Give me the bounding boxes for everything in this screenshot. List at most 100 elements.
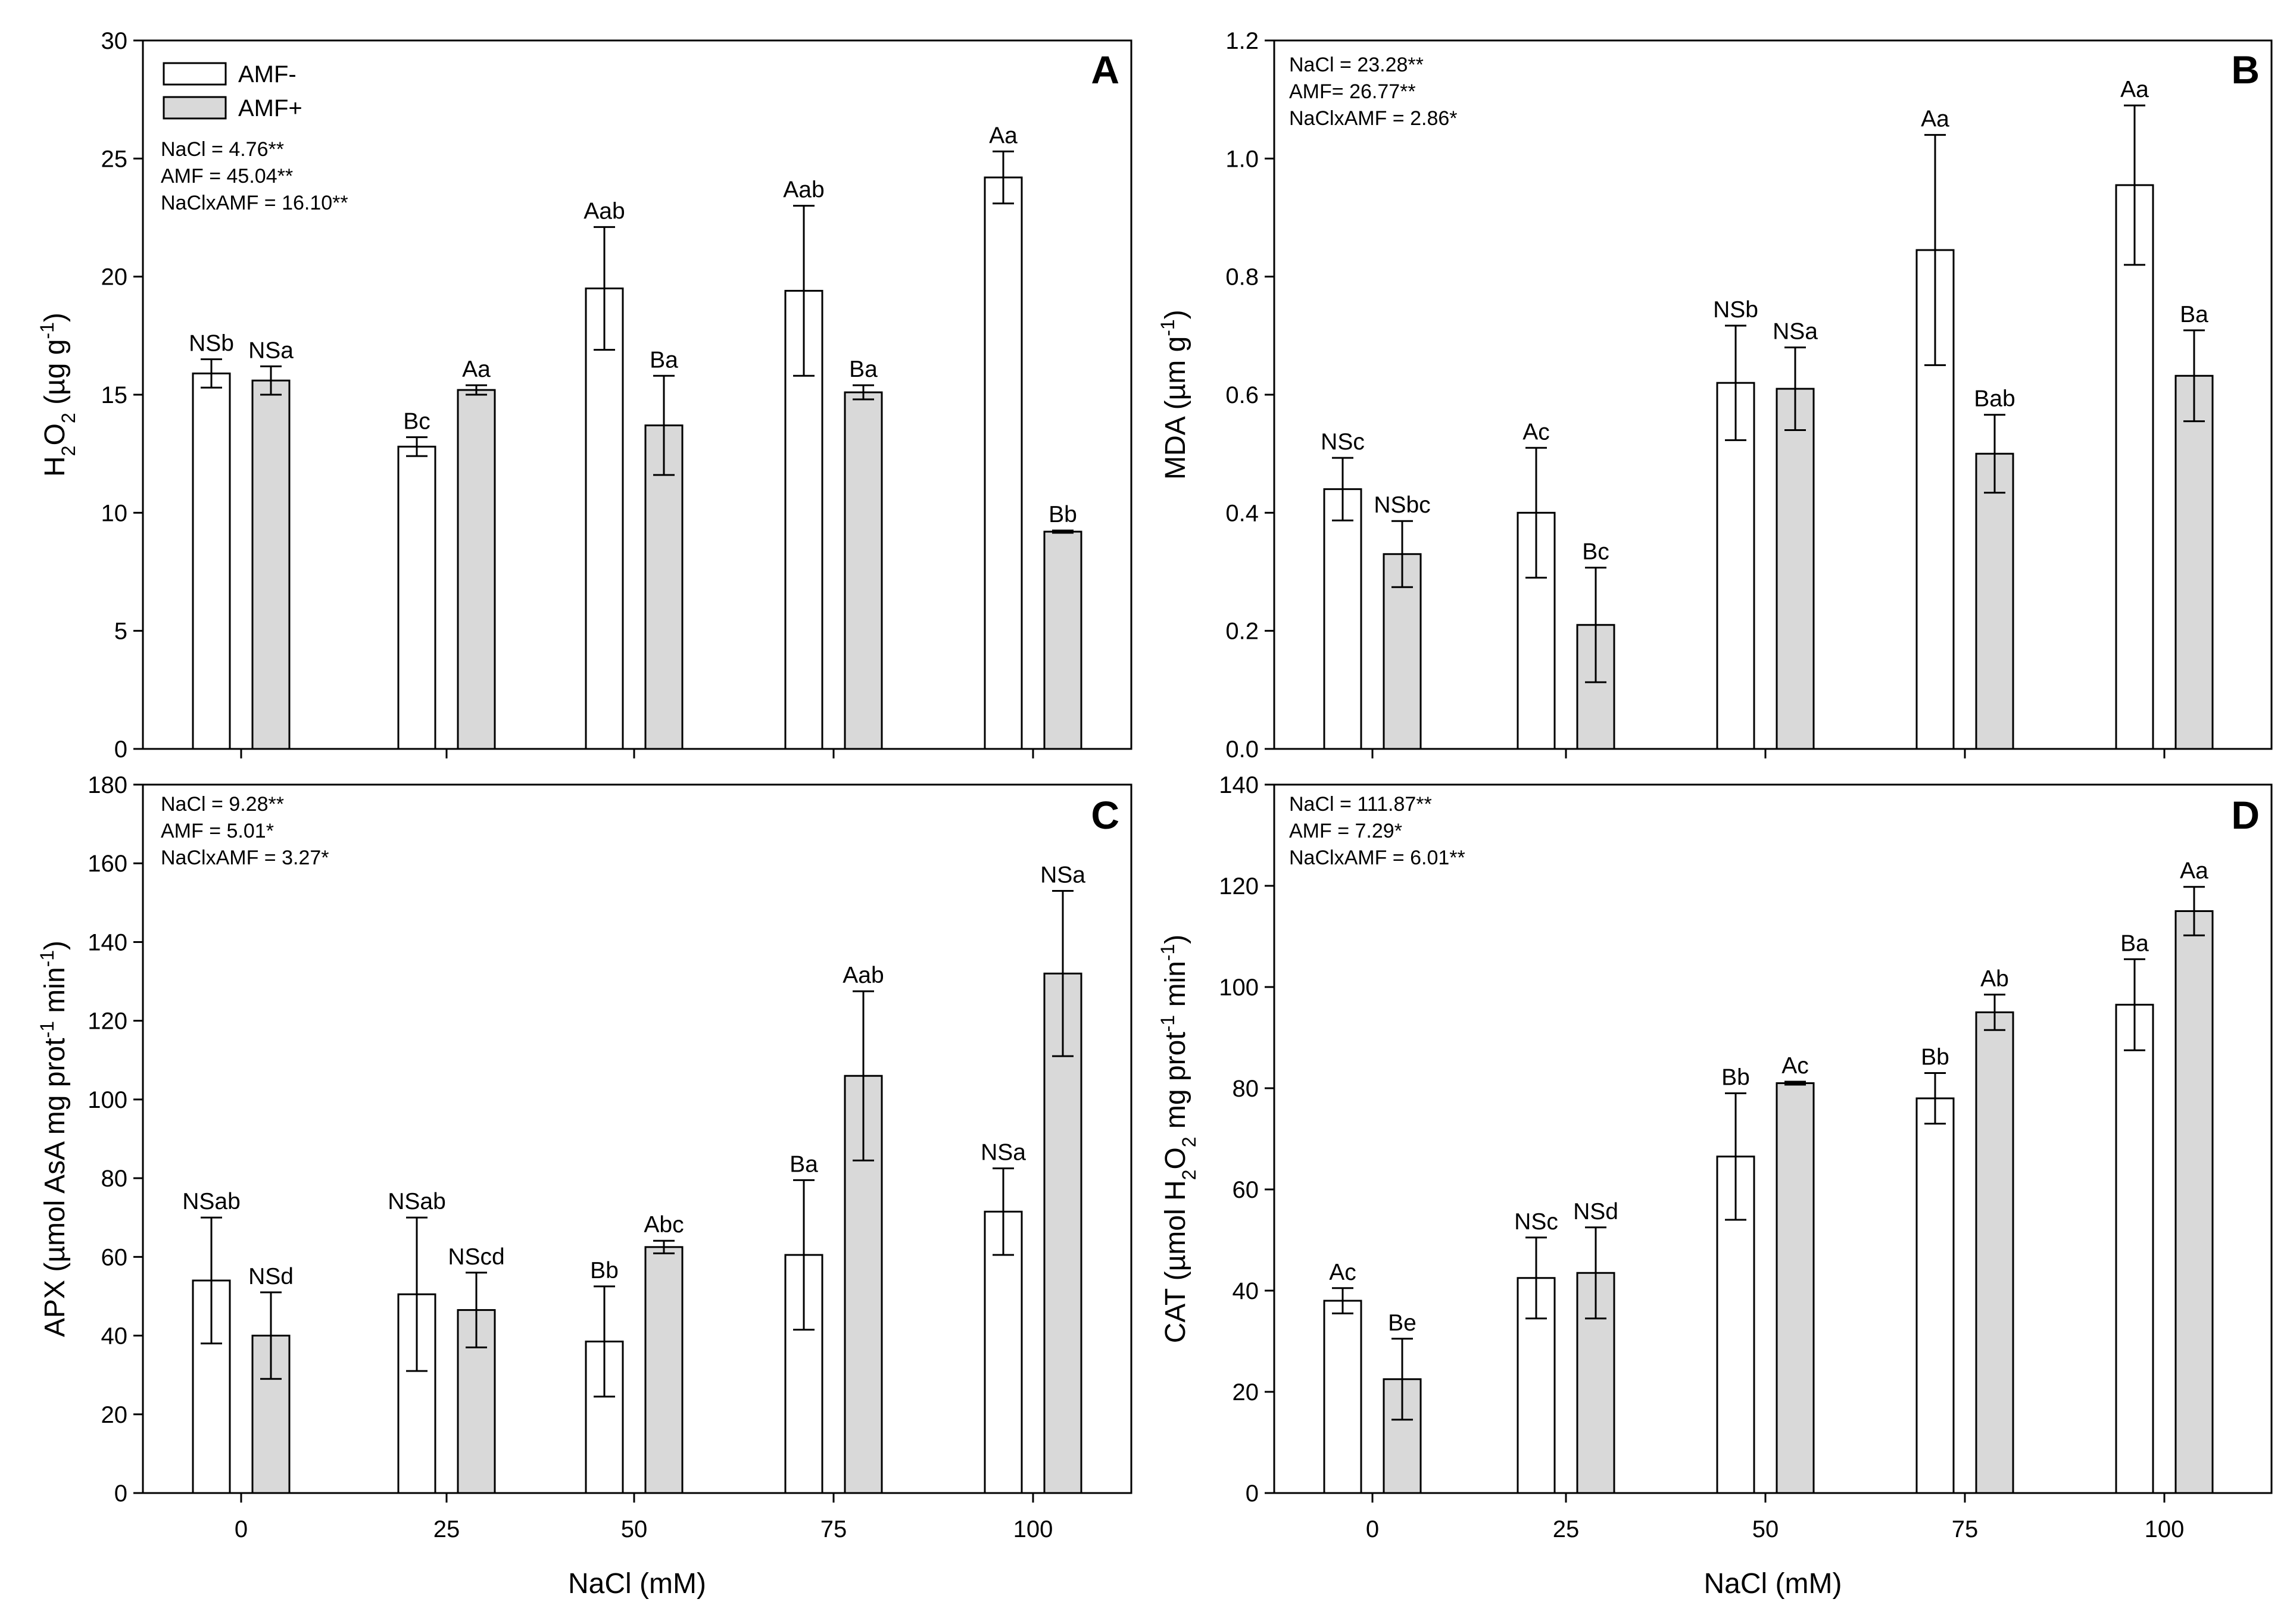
panel-b-bar-letter-label: Ac bbox=[1522, 419, 1550, 445]
panel-d-ylabel-part: mg prot bbox=[1160, 1032, 1191, 1136]
panel-a-ylabel-part: (µg g bbox=[39, 339, 71, 413]
panel-a-bar-amf-minus bbox=[585, 288, 624, 750]
panel-d-xtick-label: 75 bbox=[1952, 1516, 1979, 1542]
panel-b-stat-line: AMF= 26.77** bbox=[1289, 80, 1416, 103]
panel-c-xtick-label: 100 bbox=[1013, 1516, 1053, 1542]
panel-b-bar-letter-label: Bab bbox=[1974, 386, 2015, 412]
panel-a-bar-letter-label: NSa bbox=[248, 338, 294, 363]
panel-a-bar-amf-plus bbox=[844, 391, 883, 750]
panel-c-ytick-label: 40 bbox=[101, 1323, 128, 1350]
panel-a-bar-amf-minus bbox=[192, 372, 231, 750]
panel-c-ytick-label: 100 bbox=[88, 1087, 127, 1113]
panel-d-bar-amf-plus bbox=[2174, 910, 2214, 1494]
panel-b-bar-letter-label: Ba bbox=[2180, 302, 2208, 327]
panel-c-ylabel: APX (µmol AsA mg prot-1 min-1) bbox=[36, 941, 71, 1337]
panel-d-bar-letter-label: Aa bbox=[2180, 858, 2208, 884]
panel-a-bar-letter-label: Aa bbox=[989, 123, 1018, 148]
panel-b-ylabel-part: ) bbox=[1160, 310, 1191, 319]
panel-c-bar-amf-minus bbox=[984, 1210, 1023, 1494]
panel-a-bar-letter-label: NSb bbox=[189, 331, 234, 357]
panel-d-ylabel-part: -1 bbox=[1157, 944, 1178, 961]
panel-b-bar-letter-label: NSb bbox=[1713, 297, 1758, 323]
panel-d-ylabel-part: 2 bbox=[1178, 1136, 1200, 1147]
panel-c-stat-line: NaCl = 9.28** bbox=[161, 793, 284, 816]
panel-c-letter: C bbox=[1091, 793, 1119, 837]
panel-c-ylabel-part: ) bbox=[39, 941, 71, 950]
panel-c-ylabel-part: -1 bbox=[36, 950, 58, 967]
panel-d: 0 20 40 60 80 100 120 140 0 Ac Be 25 NSc NSd 50 Bb Ac 75 B… bbox=[1157, 772, 2273, 1600]
panel-d-stat-line: NaClxAMF = 6.01** bbox=[1289, 847, 1465, 869]
panel-c-bar-letter-label: Abc bbox=[644, 1212, 684, 1238]
panel-a-ylabel-part: ) bbox=[39, 313, 71, 322]
panel-a-stat-line: AMF = 45.04** bbox=[161, 165, 293, 188]
panel-d-bar-amf-minus bbox=[2115, 1004, 2154, 1494]
panel-c-xtick-label: 0 bbox=[235, 1516, 248, 1542]
panel-d-bar-letter-label: Ac bbox=[1781, 1053, 1809, 1079]
panel-b-ytick-label: 0.0 bbox=[1225, 736, 1259, 763]
panel-a-bar-amf-plus bbox=[1043, 530, 1082, 750]
panel-d-bar-amf-plus bbox=[1975, 1011, 2014, 1494]
panel-d-ylabel-part: -1 bbox=[1157, 1015, 1178, 1032]
panel-d-bar-amf-minus bbox=[1915, 1097, 1955, 1494]
panel-a-bar-amf-plus bbox=[457, 389, 496, 750]
panel-c-ytick-label: 80 bbox=[101, 1166, 128, 1192]
panel-a-ylabel-part: O bbox=[39, 423, 71, 445]
panel-a-ylabel: H2O2 (µg g-1) bbox=[36, 313, 79, 477]
panel-d-xtick-label: 50 bbox=[1752, 1516, 1779, 1542]
panel-d-frame bbox=[1273, 783, 2273, 1494]
panel-b-bar-amf-plus bbox=[1975, 452, 2014, 750]
panel-d-xtick-label: 0 bbox=[1366, 1516, 1379, 1542]
panel-c-ytick-label: 180 bbox=[88, 772, 127, 798]
panel-b-bar-letter-label: NSa bbox=[1773, 319, 1818, 345]
panel-d-ylabel: CAT (µmol H2O2 mg prot-1 min-1) bbox=[1157, 935, 1200, 1343]
panel-c-xtick-label: 50 bbox=[621, 1516, 648, 1542]
panel-a-bar-letter-label: Aab bbox=[783, 177, 824, 203]
panel-d-ylabel-part: CAT (µmol H bbox=[1160, 1180, 1191, 1343]
panel-d-ytick-label: 120 bbox=[1219, 873, 1259, 900]
panel-b-bar-amf-minus bbox=[1716, 382, 1755, 750]
panel-d-xtick-label: 100 bbox=[2145, 1516, 2185, 1542]
panel-c: 0 20 40 60 80 100 120 140 160 180 0 NSab NSd 25 NSab NS… bbox=[36, 772, 1132, 1600]
panel-b-bar-letter-label: Aa bbox=[2120, 77, 2149, 102]
panel-b: 0.0 0.2 0.4 0.6 0.8 1.0 1.2 NSc NSbc Ac Bc NSb NSa Aa… bbox=[1157, 28, 2273, 763]
panel-b-stat-line: NaClxAMF = 2.86* bbox=[1289, 107, 1458, 130]
panel-d-stat-line: NaCl = 111.87** bbox=[1289, 793, 1432, 816]
panel-b-bar-amf-minus bbox=[1323, 488, 1362, 750]
panel-d-letter: D bbox=[2231, 793, 2260, 837]
panel-a-letter: A bbox=[1091, 48, 1119, 92]
panel-d-xlabel: NaCl (mM) bbox=[1704, 1568, 1842, 1600]
panel-c-bar-amf-plus bbox=[1043, 972, 1082, 1494]
legend-swatch-amf-minus bbox=[163, 62, 227, 86]
panel-a-bar-amf-plus bbox=[251, 379, 291, 750]
panel-b-bar-letter-label: NSc bbox=[1321, 429, 1365, 455]
panel-b-bar-letter-label: Aa bbox=[1921, 107, 1949, 132]
panel-d-bar-amf-plus bbox=[1776, 1082, 1815, 1494]
panel-d-bar-letter-label: Ba bbox=[2120, 930, 2149, 956]
panel-a-ytick-label: 20 bbox=[101, 264, 128, 291]
legend-label-amf-plus: AMF+ bbox=[238, 95, 302, 121]
panel-b-ylabel-part: -1 bbox=[1157, 319, 1178, 336]
panel-c-bar-letter-label: NSab bbox=[182, 1189, 241, 1214]
panel-c-stat-line: AMF = 5.01* bbox=[161, 820, 274, 842]
panel-c-bar-letter-label: Aab bbox=[843, 963, 884, 988]
panel-b-bar-letter-label: NSbc bbox=[1374, 492, 1430, 518]
panel-c-bar-amf-plus bbox=[644, 1246, 684, 1494]
panel-d-ytick-label: 0 bbox=[1246, 1481, 1259, 1507]
panel-a-stat-line: NaCl = 4.76** bbox=[161, 138, 284, 161]
panel-d-bar-letter-label: Bb bbox=[1921, 1045, 1949, 1070]
panel-c-bar-letter-label: NSa bbox=[1040, 863, 1085, 888]
panel-b-ylabel-part: MDA (µm g bbox=[1160, 336, 1191, 480]
panel-a-ytick-label: 15 bbox=[101, 382, 128, 408]
panel-a-ylabel-part: H bbox=[39, 456, 71, 477]
panel-a-bar-amf-minus bbox=[984, 176, 1023, 750]
panel-a-ytick-label: 25 bbox=[101, 146, 128, 172]
panel-a-ylabel-part: 2 bbox=[58, 413, 79, 423]
panel-d-bar-letter-label: Ab bbox=[1980, 966, 2009, 992]
panel-b-ytick-label: 1.2 bbox=[1225, 28, 1259, 54]
panel-c-ylabel-part: APX (µmol AsA mg prot bbox=[39, 1038, 71, 1338]
legend-swatch-amf-plus bbox=[163, 96, 227, 120]
panel-b-ytick-label: 0.4 bbox=[1225, 500, 1259, 526]
panel-c-xlabel: NaCl (mM) bbox=[568, 1568, 706, 1600]
panel-a-frame bbox=[142, 39, 1132, 750]
